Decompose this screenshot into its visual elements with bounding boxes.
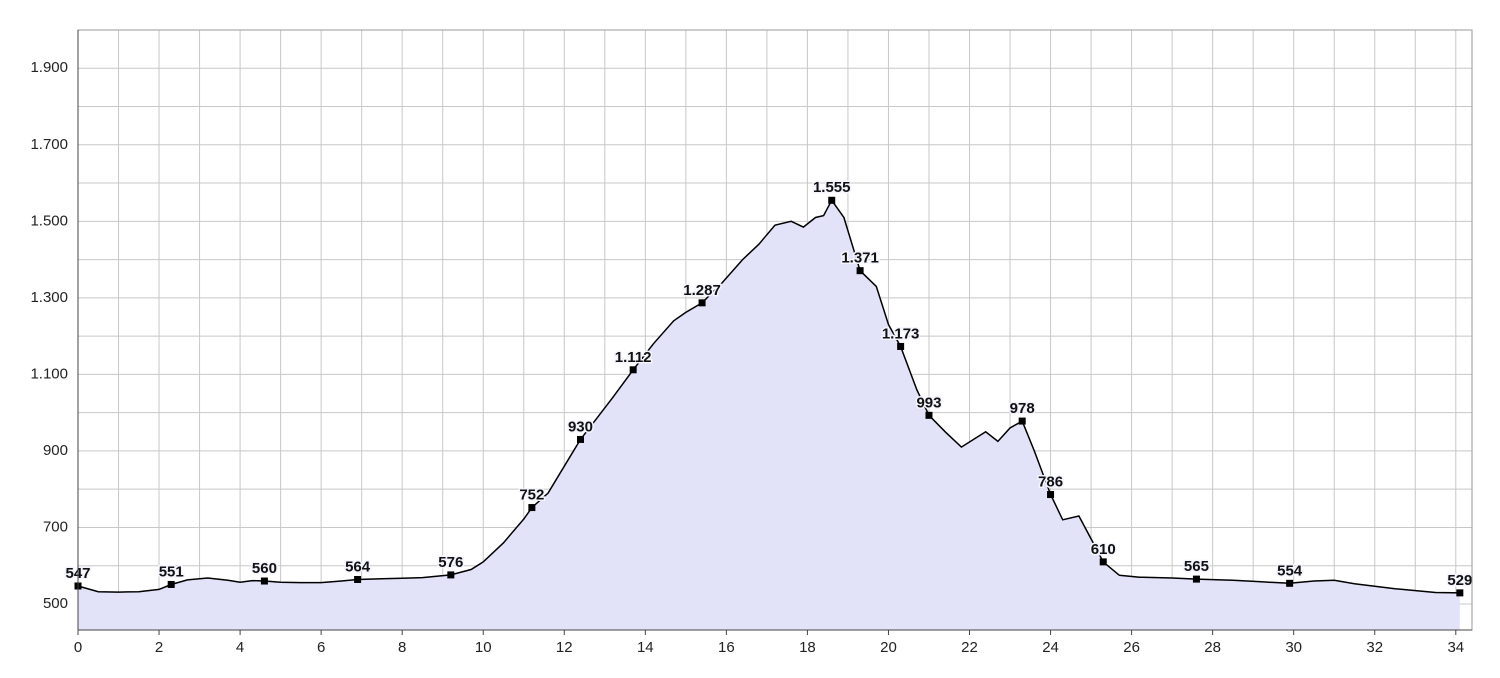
x-tick-label: 32 xyxy=(1366,639,1383,656)
marker xyxy=(629,366,637,374)
x-tick-label: 22 xyxy=(961,639,978,656)
marker xyxy=(897,342,905,350)
data-label: 930 xyxy=(568,418,593,435)
data-label: 529 xyxy=(1447,572,1472,589)
marker xyxy=(1047,491,1055,499)
data-label: 786 xyxy=(1038,474,1063,491)
x-tick-label: 14 xyxy=(637,639,654,656)
y-tick-label: 700 xyxy=(43,518,68,535)
data-label: 610 xyxy=(1091,541,1116,558)
marker xyxy=(528,504,536,512)
marker xyxy=(856,267,864,275)
marker xyxy=(260,577,268,585)
y-tick-label: 1.300 xyxy=(30,289,68,306)
marker xyxy=(1286,579,1294,587)
data-label: 1.173 xyxy=(882,325,920,342)
marker xyxy=(925,411,933,419)
marker xyxy=(447,571,455,579)
data-label: 565 xyxy=(1184,558,1209,575)
y-tick-label: 1.700 xyxy=(30,136,68,153)
data-label: 978 xyxy=(1010,400,1035,417)
marker xyxy=(698,299,706,307)
data-label: 554 xyxy=(1277,562,1303,579)
x-tick-label: 0 xyxy=(74,639,82,656)
data-label: 560 xyxy=(252,560,277,577)
marker xyxy=(1099,558,1107,566)
x-tick-label: 26 xyxy=(1123,639,1140,656)
marker xyxy=(167,580,175,588)
data-label: 752 xyxy=(519,487,544,504)
x-tick-label: 34 xyxy=(1447,639,1464,656)
marker xyxy=(576,435,584,443)
marker xyxy=(354,575,362,583)
x-tick-label: 4 xyxy=(236,639,244,656)
x-tick-label: 16 xyxy=(718,639,735,656)
data-label: 1.371 xyxy=(841,250,879,267)
data-label: 993 xyxy=(916,394,941,411)
area xyxy=(78,200,1460,631)
y-tick-label: 1.900 xyxy=(30,59,68,76)
y-tick-label: 1.500 xyxy=(30,212,68,229)
data-label: 1.287 xyxy=(683,282,721,299)
marker xyxy=(1018,417,1026,425)
x-tick-label: 28 xyxy=(1204,639,1221,656)
data-label: 564 xyxy=(345,558,371,575)
y-tick-label: 900 xyxy=(43,442,68,459)
x-tick-label: 8 xyxy=(398,639,406,656)
y-tick-label: 1.100 xyxy=(30,365,68,382)
x-tick-label: 2 xyxy=(155,639,163,656)
x-tick-label: 6 xyxy=(317,639,325,656)
data-label: 1.555 xyxy=(813,179,851,196)
x-tick-label: 12 xyxy=(556,639,573,656)
x-tick-label: 10 xyxy=(475,639,492,656)
y-tick-label: 500 xyxy=(43,595,68,612)
x-tick-label: 18 xyxy=(799,639,816,656)
data-label: 576 xyxy=(438,554,463,571)
data-label: 551 xyxy=(159,563,184,580)
marker xyxy=(1456,589,1464,597)
x-tick-label: 30 xyxy=(1285,639,1302,656)
marker xyxy=(828,196,836,204)
x-tick-label: 20 xyxy=(880,639,897,656)
x-tick-label: 24 xyxy=(1042,639,1059,656)
marker xyxy=(1192,575,1200,583)
data-label: 1.112 xyxy=(615,349,652,366)
